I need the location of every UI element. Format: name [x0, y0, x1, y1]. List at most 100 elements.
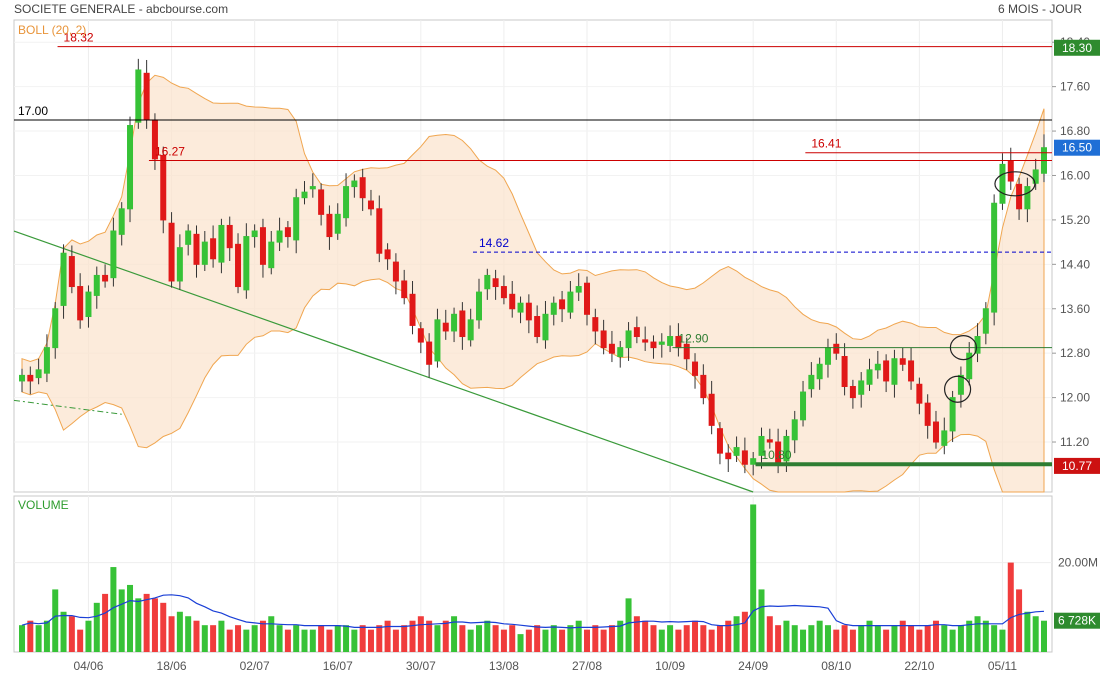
volume-badge [1054, 612, 1100, 629]
period-label: 6 MOIS - JOUR [997, 2, 1082, 16]
volume-bar [1007, 562, 1014, 652]
volume-bar [625, 598, 632, 652]
candle-body [600, 330, 607, 349]
volume-tick-label: 20.00M [1058, 556, 1098, 570]
volume-panel-frame [13, 495, 1053, 653]
volume-bar [168, 616, 175, 652]
candle-body [584, 282, 591, 315]
candle [658, 333, 665, 358]
x-tick-label: 22/10 [904, 659, 934, 673]
candle [833, 333, 840, 360]
candle [434, 308, 441, 368]
candle [68, 245, 75, 294]
volume-bar [351, 629, 358, 652]
volume-bar [750, 504, 757, 652]
volume-bar [384, 620, 391, 652]
candle [484, 268, 491, 300]
volume-bar [550, 625, 557, 652]
candle-body [334, 213, 341, 234]
candle [725, 444, 732, 473]
candle [77, 273, 84, 329]
candle [176, 234, 183, 290]
volume-badge-label: 6 728K [1058, 614, 1096, 628]
candle [559, 290, 566, 323]
candle [392, 253, 399, 295]
volume-bar [700, 625, 707, 652]
candle-body [168, 222, 175, 282]
candle-body [459, 310, 466, 338]
candle [584, 276, 591, 326]
price-panel-frame [13, 19, 1053, 493]
candle [235, 233, 242, 294]
volume-bar [218, 620, 225, 652]
candle [401, 269, 408, 305]
volume-bar [683, 625, 690, 652]
candle-body [93, 274, 100, 296]
y-tick-label: 17.60 [1060, 80, 1090, 94]
volume-bar [110, 567, 117, 652]
candle-body [575, 286, 582, 293]
candle-body [409, 293, 416, 326]
volume-bar [858, 625, 865, 652]
volume-bar [492, 625, 499, 652]
candle-body [401, 280, 408, 299]
chart-title: SOCIETE GENERALE - abcbourse.com [14, 2, 229, 16]
volume-bar [376, 625, 383, 652]
volume-bar [708, 629, 715, 652]
candle-body [841, 356, 848, 387]
volume-bar [824, 625, 831, 652]
candle [733, 436, 740, 463]
candle-body [351, 180, 358, 188]
candle-body [35, 369, 42, 379]
candle [210, 225, 217, 268]
volume-bar [118, 589, 125, 652]
volume-bar [484, 620, 491, 652]
candle-body [849, 385, 856, 399]
candle [301, 181, 308, 205]
candle [52, 302, 59, 359]
candle-body [135, 69, 142, 123]
candle [883, 354, 890, 393]
candle-body [492, 278, 499, 288]
candle [492, 269, 499, 300]
candle [708, 380, 715, 435]
volume-bar [991, 625, 998, 652]
candle [334, 203, 341, 240]
candle [525, 294, 532, 334]
candle-body [392, 261, 399, 282]
candle [858, 372, 865, 408]
volume-bar [259, 620, 266, 652]
candle [941, 417, 948, 455]
candle-body [301, 191, 308, 199]
volume-bar [542, 629, 549, 652]
price-badge [1054, 39, 1100, 56]
candle-body [650, 341, 657, 349]
level-label: 14.62 [479, 236, 509, 250]
candle-body [367, 200, 374, 210]
candle [517, 296, 524, 324]
y-tick-label: 16.80 [1060, 124, 1090, 138]
candle [376, 195, 383, 263]
candle-body [833, 343, 840, 354]
candle [683, 337, 690, 370]
candle [966, 342, 973, 386]
volume-bar [592, 625, 599, 652]
volume-bar [575, 620, 582, 652]
candle-body [791, 419, 798, 441]
y-tick-label: 13.60 [1060, 302, 1090, 316]
volume-bar [60, 611, 67, 652]
candle [667, 325, 674, 353]
volume-average-line [21, 594, 1045, 629]
candle [284, 221, 291, 248]
trend-line [13, 230, 754, 493]
candle [293, 188, 300, 254]
x-tick-label: 05/11 [988, 659, 1017, 673]
volume-bar [19, 625, 25, 652]
volume-bar [517, 634, 524, 652]
volume-bar [559, 629, 566, 652]
volume-bar [841, 625, 848, 652]
candle [442, 309, 449, 340]
candle-body [251, 230, 258, 238]
candle [741, 437, 748, 474]
volume-bar [151, 598, 158, 652]
